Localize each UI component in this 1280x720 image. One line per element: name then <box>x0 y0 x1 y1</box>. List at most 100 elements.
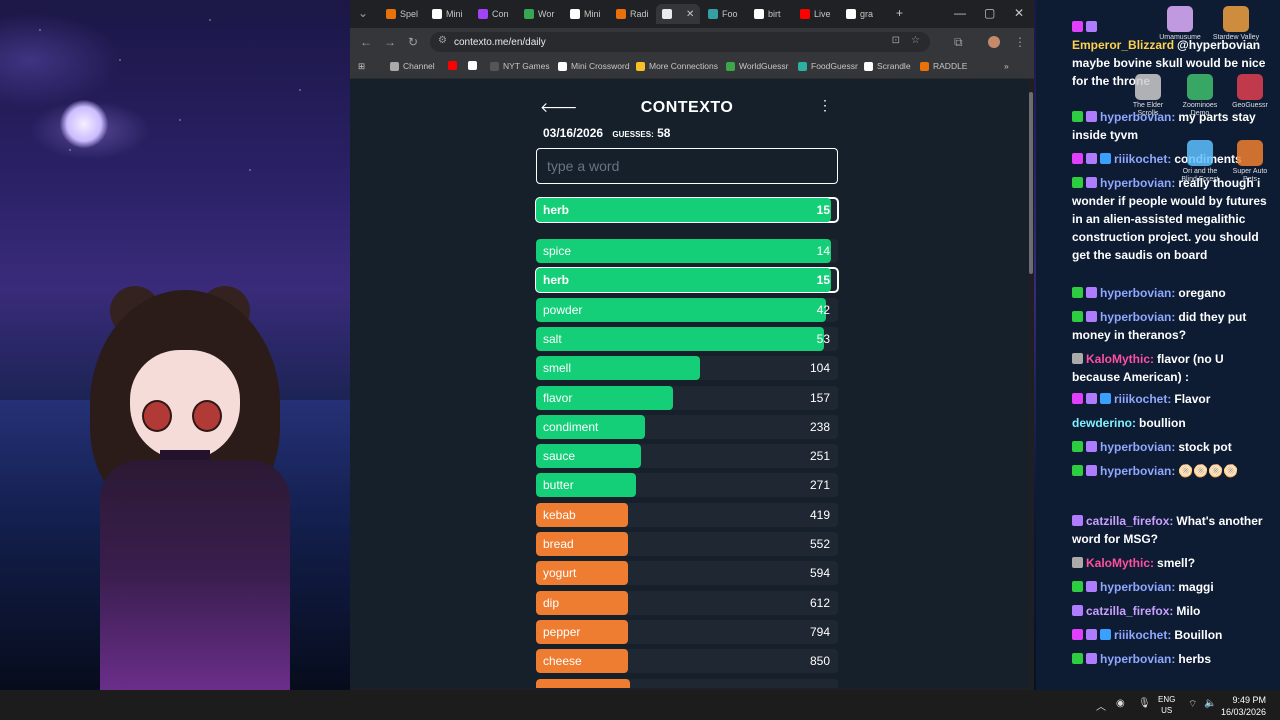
guess-distance: 157 <box>809 390 830 405</box>
guess-row: bread 552 <box>536 532 838 556</box>
bookmark-item[interactable]: RADDLE <box>920 61 967 71</box>
bookmark-item[interactable]: FoodGuessr <box>798 61 858 71</box>
bookmark-item[interactable]: WorldGuessr <box>726 61 788 71</box>
guess-word: spice <box>543 244 572 258</box>
profile-avatar[interactable] <box>988 36 1000 48</box>
shortcut-icon <box>1237 140 1263 166</box>
bookmark-favicon-icon <box>448 61 457 70</box>
closeness-bar <box>536 444 641 469</box>
guess-distance: 251 <box>809 449 830 464</box>
maximize-icon[interactable]: ▢ <box>984 6 996 20</box>
extensions-icon[interactable]: ⧉ <box>954 35 963 49</box>
bookmark-item[interactable]: NYT Games <box>490 61 550 71</box>
install-app-icon[interactable]: ⊡ <box>891 35 900 46</box>
bookmark-item[interactable] <box>468 61 481 70</box>
vtuber-avatar <box>60 286 310 690</box>
chat-username: Emperor_Blizzard <box>1072 38 1175 52</box>
options-menu-icon[interactable]: ⋮ <box>818 97 832 113</box>
language-indicator[interactable]: ENG US <box>1158 694 1175 716</box>
guess-word: pepper <box>543 624 581 639</box>
chat-text: What's another word for MSG? <box>1072 514 1263 546</box>
browser-tab[interactable]: Live <box>794 4 837 24</box>
wifi-icon[interactable]: ⌔ <box>1188 699 1198 710</box>
close-window-icon[interactable]: ✕ <box>1014 6 1025 20</box>
guess-distance: 419 <box>809 507 830 522</box>
apps-grid-icon[interactable]: ⊞ <box>358 61 366 71</box>
bookmark-star-icon[interactable]: ☆ <box>911 35 920 46</box>
scrollbar-thumb[interactable] <box>1029 92 1033 274</box>
desktop-shortcut[interactable]: Stardew Valley <box>1212 6 1260 42</box>
page-viewport: 🡐 CONTEXTO ⋮ 03/16/2026 GUESSES: 58 herb… <box>350 79 1028 688</box>
clock-time: 9:49 PM <box>1232 695 1266 705</box>
tray-app-icon[interactable]: ◉ <box>1116 698 1125 709</box>
chat-badge-icon <box>1072 287 1083 298</box>
closeness-bar <box>536 297 826 322</box>
address-bar[interactable]: ⚙ contexto.me/en/daily ⊡ ☆ <box>430 32 930 52</box>
chat-badge-icon <box>1072 605 1083 616</box>
volume-icon[interactable]: 🔈 <box>1204 698 1217 709</box>
shortcut-icon <box>1135 74 1161 100</box>
bookmark-item[interactable] <box>448 61 461 70</box>
desktop-shortcut[interactable]: The Elder Scrolls <box>1124 74 1172 118</box>
guess-row: herb 15 <box>535 267 839 294</box>
game-date: 03/16/2026 <box>543 126 604 140</box>
desktop-shortcut[interactable]: Ori and the Blind Forest <box>1176 140 1224 184</box>
back-icon[interactable]: ← <box>360 35 372 49</box>
bookmark-item[interactable]: More Connections <box>636 61 718 71</box>
browser-tab[interactable]: Con <box>472 4 515 24</box>
word-input[interactable] <box>536 148 838 184</box>
microphone-icon[interactable]: 🎙 <box>1138 698 1151 709</box>
site-info-icon[interactable]: ⚙ <box>438 35 447 46</box>
closeness-bar <box>536 561 628 586</box>
browser-tab[interactable]: birt <box>748 4 787 24</box>
shortcut-icon <box>1167 6 1193 32</box>
browser-tab[interactable]: Spel <box>380 4 424 24</box>
desktop-shortcut[interactable]: Super Auto Pets <box>1226 140 1274 184</box>
browser-tab[interactable]: Wor <box>518 4 560 24</box>
tray-overflow-icon[interactable]: ︿ <box>1096 702 1106 713</box>
browser-tab[interactable]: Foo <box>702 4 744 24</box>
page-scrollbar[interactable] <box>1028 79 1034 688</box>
bookmark-item[interactable]: Channel <box>390 61 435 71</box>
chat-username: hyperbovian: <box>1100 176 1176 190</box>
guess-word: yogurt <box>543 566 577 581</box>
back-arrow-icon[interactable]: 🡐 <box>540 99 578 115</box>
browser-menu-icon[interactable]: ⋮ <box>1014 35 1026 49</box>
guess-word: smell <box>543 361 572 376</box>
chat-text: Milo <box>1176 604 1201 618</box>
chat-text: maggi <box>1178 580 1214 594</box>
windows-taskbar: ︿ ◉ 🎙 ENG US ⌔ 🔈 9:49 PM 16/03/2026 <box>0 690 1280 720</box>
browser-tab[interactable]: gra <box>840 4 879 24</box>
desktop-shortcut[interactable]: Zoominoes Demo <box>1176 74 1224 118</box>
desktop-shortcut[interactable]: GeoGuessr <box>1226 74 1274 110</box>
browser-tab[interactable]: Radi <box>610 4 655 24</box>
chat-message: hyperbovian: stock pot <box>1072 438 1272 456</box>
shortcut-label: Ori and the Blind Forest <box>1181 168 1219 183</box>
avatar-dress <box>100 460 290 690</box>
tab-contexto[interactable]: ✕ <box>656 4 701 24</box>
tab-label: Wor <box>538 9 555 19</box>
guess-word: kebab <box>543 507 576 522</box>
bookmark-favicon-icon <box>390 61 399 71</box>
guess-row: condiment 238 <box>536 414 838 439</box>
bookmark-favicon-icon <box>726 61 735 71</box>
tab-favicon-icon <box>524 9 534 19</box>
forward-icon[interactable]: → <box>384 35 396 49</box>
chat-text: my parts stay inside tyvm <box>1072 110 1256 142</box>
reload-icon[interactable]: ↻ <box>408 35 419 49</box>
chat-badge-icon <box>1072 153 1083 164</box>
close-tab-icon[interactable]: ✕ <box>686 8 695 20</box>
minimize-icon[interactable]: — <box>954 6 966 20</box>
bookmark-label: FoodGuessr <box>811 61 858 71</box>
system-clock[interactable]: 9:49 PM 16/03/2026 <box>1221 694 1266 718</box>
browser-tab[interactable]: Mini <box>426 4 469 24</box>
more-bookmarks-icon[interactable]: » <box>1004 61 1009 71</box>
guess-row: flavor 157 <box>536 385 838 410</box>
bookmark-item[interactable]: Scrandle <box>864 61 911 71</box>
bookmark-item[interactable]: Mini Crossword <box>558 61 630 71</box>
new-tab-icon[interactable]: + <box>896 6 904 20</box>
desktop-shortcut[interactable]: Umamusume <box>1156 6 1204 42</box>
tab-search-icon[interactable]: ⌄ <box>358 6 369 20</box>
tab-favicon-icon <box>754 9 764 19</box>
browser-tab[interactable]: Mini <box>564 4 607 24</box>
